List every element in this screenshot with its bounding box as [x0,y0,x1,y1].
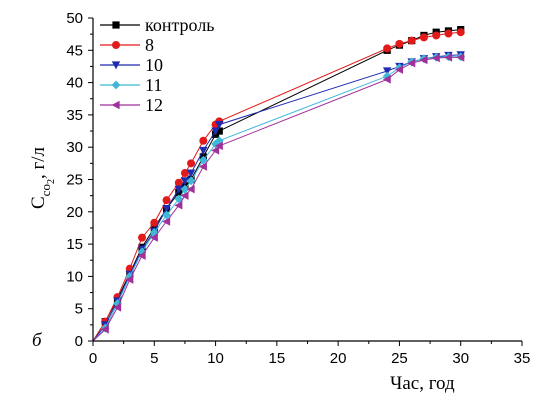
data-point [180,191,189,200]
legend-label: 11 [145,75,162,95]
data-point [180,184,190,194]
data-point [456,53,465,62]
y-tick-label: 50 [66,10,83,27]
y-tick-label: 5 [75,301,83,318]
y-axis-title-sub2: 2 [46,179,57,184]
y-axis-title-rest: , г/л [28,146,49,179]
data-point [456,28,465,37]
x-tick-label: 30 [452,350,469,367]
data-point [138,233,147,242]
data-point [382,67,392,76]
series-12 [92,53,465,342]
data-point [211,139,220,149]
data-point [407,59,416,68]
data-point [186,176,196,186]
y-tick-label: 35 [66,107,83,124]
legend-entry-10: 10 [100,55,163,75]
data-point [444,29,453,38]
legend-entry-контроль: контроль [100,15,215,35]
x-tick-label: 35 [514,350,531,367]
legend-marker [112,21,120,29]
data-point [395,39,404,48]
legend-label: 8 [145,35,154,55]
legend-label: 12 [145,95,163,115]
data-point [174,178,183,187]
panel-label: б [32,330,43,351]
x-tick-label: 0 [89,350,97,367]
data-point [113,303,122,312]
plot-area [92,26,466,342]
y-tick-label: 0 [75,333,83,350]
data-point [407,36,416,45]
data-point [199,146,208,155]
data-point [215,127,223,135]
y-tick-label: 30 [66,139,83,156]
data-point [383,44,392,53]
data-point [186,184,195,194]
x-axis-title: Час, год [390,373,455,394]
legend-entry-11: 11 [100,75,162,95]
data-point [214,141,223,151]
data-point [180,177,190,186]
y-tick-label: 45 [66,42,83,59]
legend-entry-12: 12 [100,95,163,115]
data-point [162,196,171,205]
data-point [137,251,146,260]
legend-label: контроль [145,15,215,35]
y-axis-title-sub: co [38,184,53,196]
x-tick-label: 5 [150,350,158,367]
data-point [174,201,183,210]
legend-entry-8: 8 [100,35,154,55]
data-point [211,146,220,155]
y-axis-title-main: C [28,196,49,209]
data-point [211,127,220,136]
data-point [431,53,440,63]
legend-marker [111,80,121,90]
data-point [149,233,158,242]
data-point [162,217,171,226]
x-tick-label: 25 [391,350,408,367]
data-point [419,55,428,65]
legend-label: 10 [145,55,163,75]
y-tick-label: 15 [66,236,83,253]
y-axis-title: Cco2, г/л [28,146,57,209]
legend-marker [111,100,120,110]
y-tick-label: 20 [66,204,83,221]
data-point [214,136,224,146]
data-point [444,53,453,62]
data-point [150,218,159,227]
data-point [186,169,196,178]
x-tick-label: 20 [330,350,347,367]
data-point [395,65,404,74]
data-point [198,162,207,171]
data-point [162,204,171,213]
legend-marker [111,61,121,70]
legend-marker [112,41,120,49]
data-point [125,275,134,284]
x-tick-label: 15 [269,350,286,367]
axes: 0 5 10 15 20 25 30 35 0 5 10 15 20 25 30 35 40 45 50 [66,10,530,367]
data-point [174,185,183,194]
data-point [432,31,441,40]
data-point [215,120,224,129]
data-point [419,33,428,42]
data-point [199,136,208,145]
data-point [180,169,189,178]
x-tick-label: 10 [207,350,224,367]
y-tick-label: 40 [66,75,83,92]
y-tick-label: 25 [66,172,83,189]
data-point [162,210,171,220]
data-point [382,75,391,84]
data-point [100,325,109,334]
data-point [187,159,196,168]
data-point [198,155,208,165]
y-tick-label: 10 [66,268,83,285]
